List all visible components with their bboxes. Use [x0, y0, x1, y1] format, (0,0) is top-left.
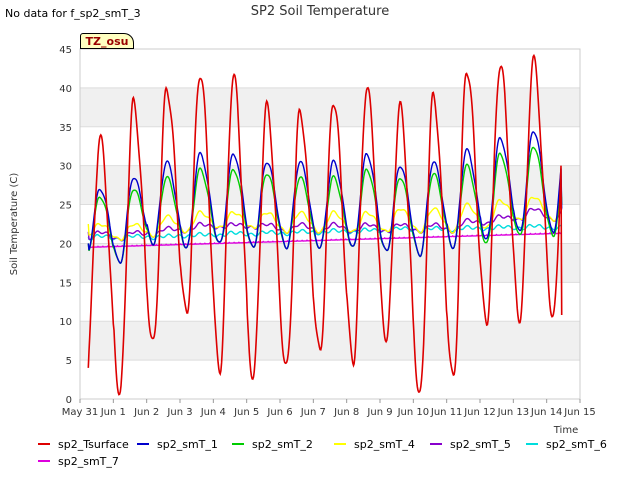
legend-label: sp2_smT_2 — [252, 437, 313, 451]
legend-item-sp2_smT_4[interactable]: sp2_smT_4 — [334, 437, 415, 451]
legend-label: sp2_smT_4 — [354, 437, 415, 451]
y-tick-label: 25 — [59, 201, 72, 212]
legend-item-sp2_smT_5[interactable]: sp2_smT_5 — [430, 437, 511, 451]
x-tick-label: Jun 13 — [497, 407, 530, 418]
legend-label: sp2_smT_7 — [58, 454, 119, 468]
x-tick-label: May 31 — [62, 407, 99, 418]
legend-label: sp2_Tsurface — [58, 437, 129, 451]
x-tick-label: Jun 12 — [463, 407, 496, 418]
legend-swatch — [137, 443, 149, 445]
y-tick-label: 40 — [59, 84, 72, 95]
timezone-badge[interactable]: TZ_osu — [80, 33, 134, 49]
series-lines — [87, 53, 563, 396]
legend-label: sp2_smT_1 — [157, 437, 218, 451]
legend-swatch — [232, 443, 244, 445]
x-tick-label: Jun 9 — [366, 407, 392, 418]
legend-swatch — [430, 443, 442, 445]
x-tick-label: Jun 6 — [266, 407, 292, 418]
legend-item-sp2_smT_2[interactable]: sp2_smT_2 — [232, 437, 313, 451]
x-tick-label: Jun 4 — [200, 407, 226, 418]
no-data-note: No data for f_sp2_smT_3 — [5, 7, 141, 20]
series-line-sp2_smT_1 — [87, 131, 563, 265]
x-tick-label: Jun 2 — [133, 407, 159, 418]
y-tick-label: 0 — [66, 395, 72, 406]
legend-swatch — [526, 443, 538, 445]
x-tick-label: Jun 7 — [300, 407, 326, 418]
series-line-sp2_Tsurface — [87, 53, 563, 396]
legend-label: sp2_smT_6 — [546, 437, 607, 451]
x-tick-label: Jun 14 — [530, 407, 563, 418]
x-tick-label: Jun 5 — [233, 407, 259, 418]
y-tick-label: 15 — [59, 278, 72, 289]
x-tick-label: Jun 10 — [397, 407, 430, 418]
legend-item-sp2_smT_7[interactable]: sp2_smT_7 — [38, 454, 119, 468]
x-tick-label: Jun 8 — [333, 407, 359, 418]
legend-swatch — [38, 443, 50, 445]
x-tick-label: Jun 15 — [563, 407, 596, 418]
y-tick-label: 10 — [59, 317, 72, 328]
x-axis-label: Time — [553, 425, 578, 436]
legend-swatch — [38, 460, 50, 462]
legend-item-sp2_Tsurface[interactable]: sp2_Tsurface — [38, 437, 129, 451]
x-tick-label: Jun 3 — [166, 407, 192, 418]
y-tick-label: 35 — [59, 123, 72, 134]
y-tick-label: 45 — [59, 45, 72, 56]
y-tick-label: 5 — [66, 356, 72, 367]
y-tick-label: 20 — [59, 239, 72, 250]
band — [80, 243, 580, 283]
legend-label: sp2_smT_5 — [450, 437, 511, 451]
y-ticks: 0 5 10 15 20 25 30 35 40 45 — [59, 45, 72, 406]
x-tick-label: Jun 11 — [430, 407, 463, 418]
band — [80, 321, 580, 361]
plot-frame — [79, 48, 581, 400]
y-tick-label: 30 — [59, 162, 72, 173]
legend-item-sp2_smT_6[interactable]: sp2_smT_6 — [526, 437, 607, 451]
x-tick-label: Jun 1 — [100, 407, 126, 418]
chart-title: SP2 Soil Temperature — [251, 4, 389, 19]
legend-swatch — [334, 443, 346, 445]
legend-item-sp2_smT_1[interactable]: sp2_smT_1 — [137, 437, 218, 451]
y-axis-label: Soil Temperature (C) — [9, 173, 20, 276]
x-ticks: May 31 Jun 1 Jun 2 Jun 3 Jun 4 Jun 5 Jun 6 Jun … — [62, 399, 596, 418]
